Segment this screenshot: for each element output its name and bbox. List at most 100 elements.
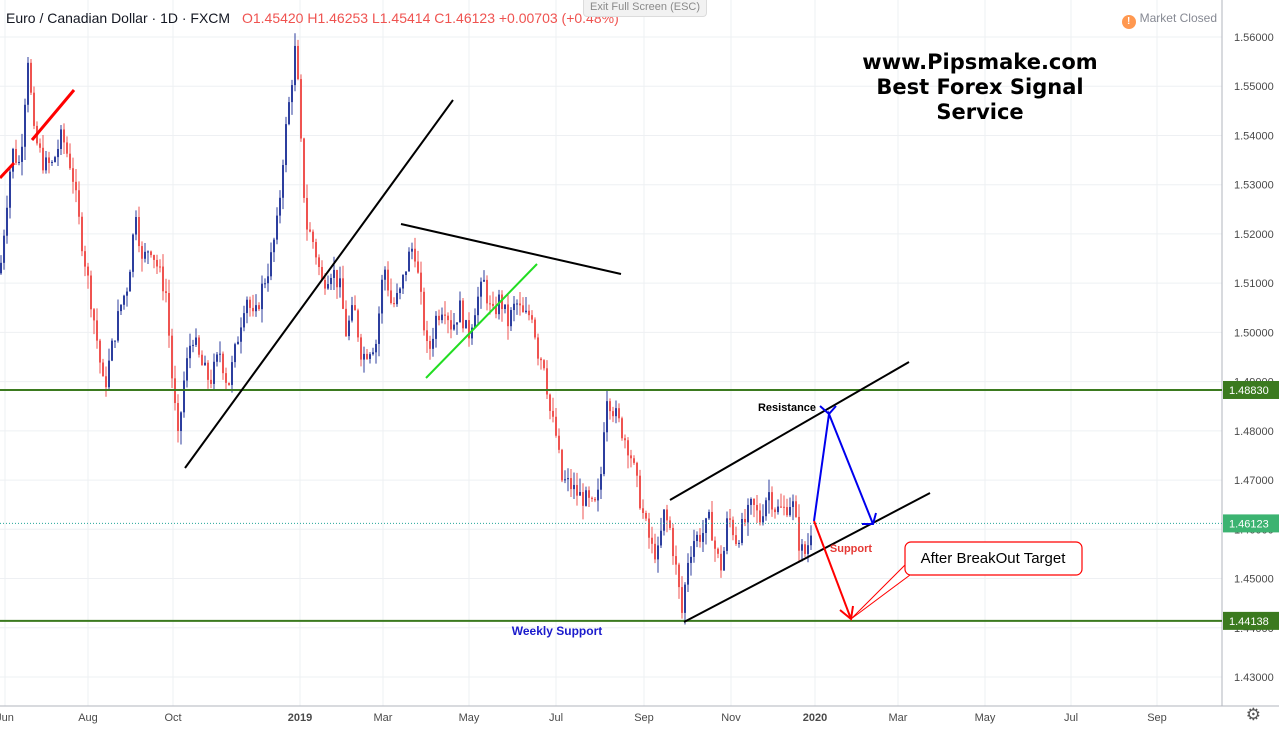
ohlc-values: O1.45420 H1.46253 L1.45414 C1.46123 +0.0… [242, 10, 619, 26]
red-breakdown-arrow[interactable] [813, 520, 852, 620]
candle-body [774, 509, 776, 513]
candle-body [210, 379, 212, 384]
candle-body [531, 315, 533, 320]
candle-body [90, 275, 92, 310]
candle-body [726, 518, 728, 551]
y-tick-label: 1.56000 [1234, 32, 1274, 44]
candle-body [366, 353, 368, 359]
candle-body [60, 129, 62, 150]
candle-body [771, 492, 773, 510]
red-trendline-b[interactable] [30, 89, 76, 141]
candle-body [330, 277, 332, 285]
candle-body [231, 362, 233, 385]
x-tick-label: Oct [164, 712, 181, 724]
candle-body [276, 215, 278, 240]
candle-body [711, 511, 713, 541]
candle-body [84, 251, 86, 267]
candle-body [177, 403, 179, 432]
red-trendline-a[interactable] [0, 161, 16, 180]
level-price-label: 1.44138 [1229, 616, 1269, 628]
candle-body [423, 291, 425, 331]
candle-body [447, 315, 449, 321]
blue-arrow-head-bottom [862, 512, 877, 525]
channel-lower-line[interactable] [683, 492, 931, 623]
candle-body [336, 269, 338, 288]
y-tick-label: 1.47000 [1234, 475, 1274, 487]
callout-box[interactable] [904, 541, 1083, 576]
candle-body [588, 490, 590, 498]
candle-body [213, 361, 215, 384]
candle-body [240, 327, 242, 342]
candle-body [207, 362, 209, 380]
candle-body [480, 281, 482, 297]
candle-body [690, 556, 692, 563]
candle-body [777, 506, 779, 513]
uptrend-line[interactable] [184, 99, 454, 469]
candle-body [432, 338, 434, 349]
candle-body [312, 231, 314, 243]
candle-body [648, 518, 650, 538]
candle-body [609, 401, 611, 412]
candle-body [798, 516, 800, 551]
market-status[interactable]: ! Market Closed [1121, 11, 1217, 29]
candle-body [351, 305, 353, 321]
candle-body [348, 320, 350, 337]
candle-body [282, 165, 284, 198]
candle-body [318, 257, 320, 268]
candle-body [78, 190, 80, 217]
candle-body [747, 504, 749, 523]
candle-body [117, 311, 119, 341]
candle-body [732, 519, 734, 536]
candle-body [264, 283, 266, 285]
candle-body [150, 251, 152, 256]
candle-body [636, 462, 638, 476]
candle-body [507, 304, 509, 327]
candle-body [807, 545, 809, 554]
candle-body [600, 474, 602, 490]
candle-body [192, 344, 194, 346]
symbol-title[interactable]: Euro / Canadian Dollar · 1D · FXCM [6, 10, 231, 26]
channel-upper-line[interactable] [669, 361, 910, 501]
candle-body [246, 299, 248, 314]
candle-body [585, 490, 587, 506]
candle-body [714, 540, 716, 549]
candle-body [465, 320, 467, 329]
candle-body [387, 269, 389, 291]
candle-body [138, 217, 140, 247]
x-tick-label: Jul [549, 712, 563, 724]
candle-body [444, 314, 446, 316]
candle-body [39, 143, 41, 148]
brand-url: www.Pipsmake.com [862, 50, 1098, 74]
candle-body [75, 181, 77, 191]
x-tick-label: 2019 [288, 712, 312, 724]
candle-body [687, 562, 689, 585]
candle-body [189, 345, 191, 359]
candle-body [363, 353, 365, 360]
candle-body [759, 510, 761, 523]
candle-body [615, 408, 617, 417]
candle-body [513, 303, 515, 311]
candle-body [72, 168, 74, 182]
x-tick-label: May [975, 712, 996, 724]
candle-body [183, 380, 185, 413]
candle-body [15, 148, 17, 163]
candle-body [285, 124, 287, 166]
green-trendline[interactable] [425, 263, 538, 379]
exit-fullscreen-button[interactable]: Exit Full Screen (ESC) [583, 0, 708, 17]
gear-icon[interactable]: ⚙ [1245, 705, 1261, 724]
candle-body [228, 382, 230, 385]
triangle-top-line[interactable] [400, 223, 622, 275]
candle-body [354, 305, 356, 311]
candle-body [459, 300, 461, 323]
candle-body [333, 269, 335, 278]
candle-body [405, 271, 407, 276]
y-tick-label: 1.48000 [1234, 426, 1274, 438]
candle-body [237, 341, 239, 345]
candle-body [225, 373, 227, 383]
candle-body [753, 498, 755, 505]
candle-body [147, 251, 149, 253]
candle-body [744, 519, 746, 523]
candle-body [381, 279, 383, 314]
